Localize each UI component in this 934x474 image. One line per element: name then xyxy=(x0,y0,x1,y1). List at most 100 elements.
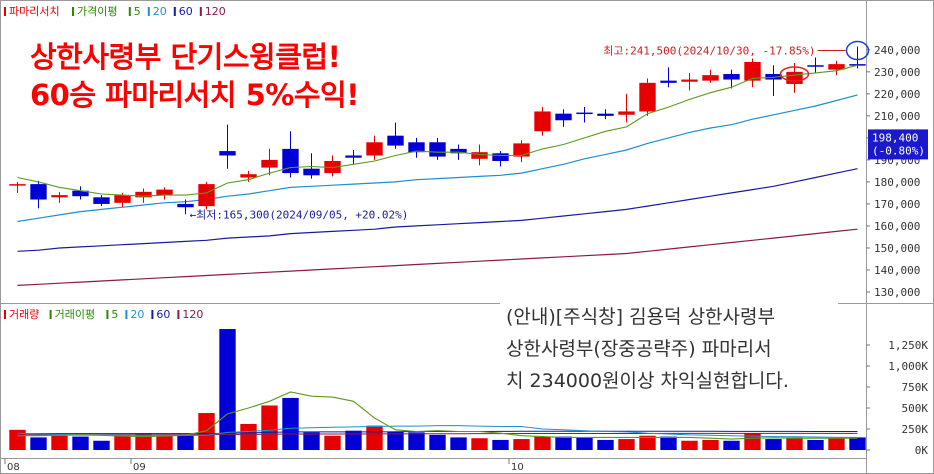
y-tick-label: 130,000 xyxy=(874,286,920,299)
y-tick-label: 170,000 xyxy=(874,198,920,211)
volume-bar xyxy=(681,440,698,450)
ma120-line xyxy=(17,228,858,286)
y-tick-label: 240,000 xyxy=(874,44,920,57)
candle-body xyxy=(93,197,110,204)
vol-tick-label: 750K xyxy=(902,381,929,394)
candle-body xyxy=(387,135,404,146)
y-tick-label: 160,000 xyxy=(874,220,920,233)
volume-bar xyxy=(429,434,446,450)
notice-line-2: 상한사령부(장중공략주) 파마리서 xyxy=(506,338,772,360)
volume-bar xyxy=(177,435,194,450)
promo-headline-1: 상한사령부 단기스윙클럽! xyxy=(30,40,341,74)
volume-bar xyxy=(492,439,509,450)
low-annotation: ←최저:165,300(2024/09/05, +20.02%) xyxy=(190,208,409,221)
current-price-tag xyxy=(868,129,928,160)
volume-legend-label: 120 xyxy=(182,308,203,321)
candle-body xyxy=(681,79,698,82)
volume-bar xyxy=(555,436,572,450)
candle-body xyxy=(786,71,803,84)
volume-bar xyxy=(765,439,782,450)
volume-bar xyxy=(72,436,89,450)
volume-bar xyxy=(618,439,635,450)
price-legend-label: 60 xyxy=(179,5,193,18)
price-legend-label: 가격이평 xyxy=(77,5,117,18)
candle-body xyxy=(366,142,383,156)
candle-body xyxy=(240,174,257,178)
candle-body xyxy=(261,159,278,168)
volume-bar xyxy=(303,432,320,450)
volume-legend-swatch xyxy=(106,310,109,319)
volume-bar xyxy=(51,435,68,450)
volume-bar xyxy=(597,439,614,450)
vol-tick-label: 0K xyxy=(915,444,929,457)
candle-body xyxy=(198,184,215,207)
candle-body xyxy=(345,155,362,158)
volume-legend-swatch xyxy=(151,310,154,319)
volume-bar xyxy=(744,433,761,450)
price-legend-swatch xyxy=(72,7,74,16)
volume-bar xyxy=(366,425,383,450)
candle-body xyxy=(135,191,152,198)
volume-bar xyxy=(807,439,824,450)
current-price-label: 198,400 xyxy=(872,131,918,144)
volume-bar xyxy=(324,435,341,450)
volume-bar xyxy=(198,413,215,450)
candle-body xyxy=(156,189,173,196)
vol-ma60-line xyxy=(17,430,858,435)
volume-bar xyxy=(135,433,152,450)
candle-body xyxy=(408,142,425,153)
volume-bar xyxy=(450,437,467,450)
vol-tick-label: 1,000K xyxy=(888,360,928,373)
volume-bar xyxy=(534,436,551,450)
y-tick-label: 210,000 xyxy=(874,110,920,123)
price-legend-label: 20 xyxy=(153,5,167,18)
volume-bar xyxy=(93,440,110,450)
current-change-label: (-0.80%) xyxy=(872,144,925,157)
candle-body xyxy=(828,64,845,70)
volume-bar xyxy=(786,437,803,450)
candle-body xyxy=(807,65,824,67)
x-tick-label: 08 xyxy=(7,462,20,473)
y-tick-label: 220,000 xyxy=(874,88,920,101)
candle-body xyxy=(555,113,572,121)
candle-body xyxy=(72,190,89,197)
volume-bar xyxy=(408,432,425,450)
volume-bar xyxy=(723,440,740,450)
volume-bar xyxy=(702,439,719,450)
high-circle-marker xyxy=(845,40,870,61)
volume-bar xyxy=(513,439,530,450)
x-tick-label: 09 xyxy=(133,462,146,473)
volume-legend-swatch xyxy=(125,310,128,319)
candle-body xyxy=(534,111,551,132)
volume-bar xyxy=(345,430,362,450)
candle-body xyxy=(51,195,68,198)
candle-body xyxy=(660,80,677,83)
candle-body xyxy=(744,61,761,81)
price-legend-label: 파마리서치 xyxy=(9,5,60,18)
volume-legend-swatch xyxy=(49,310,52,319)
candle-body xyxy=(429,142,446,157)
volume-legend-label: 거래량 xyxy=(9,308,39,321)
candle-body xyxy=(597,113,614,116)
volume-bar xyxy=(471,438,488,450)
y-tick-label: 140,000 xyxy=(874,264,920,277)
candle-body xyxy=(450,148,467,154)
volume-bar xyxy=(240,423,257,450)
price-legend-swatch xyxy=(4,7,6,16)
price-legend-bg xyxy=(1,1,237,19)
volume-bar xyxy=(387,431,404,450)
volume-bar xyxy=(660,436,677,450)
volume-bar xyxy=(828,438,845,450)
ma5-line xyxy=(17,64,858,197)
ma20-line xyxy=(17,94,858,223)
volume-bar xyxy=(114,435,131,450)
y-tick-label: 150,000 xyxy=(874,242,920,255)
candle-body xyxy=(639,82,656,112)
volume-legend-label: 거래이평 xyxy=(55,308,95,321)
highlight-circle-marker xyxy=(779,66,810,82)
volume-bar xyxy=(639,435,656,450)
volume-bar xyxy=(576,437,593,450)
y-tick-label: 180,000 xyxy=(874,176,920,189)
volume-bar xyxy=(9,429,26,450)
